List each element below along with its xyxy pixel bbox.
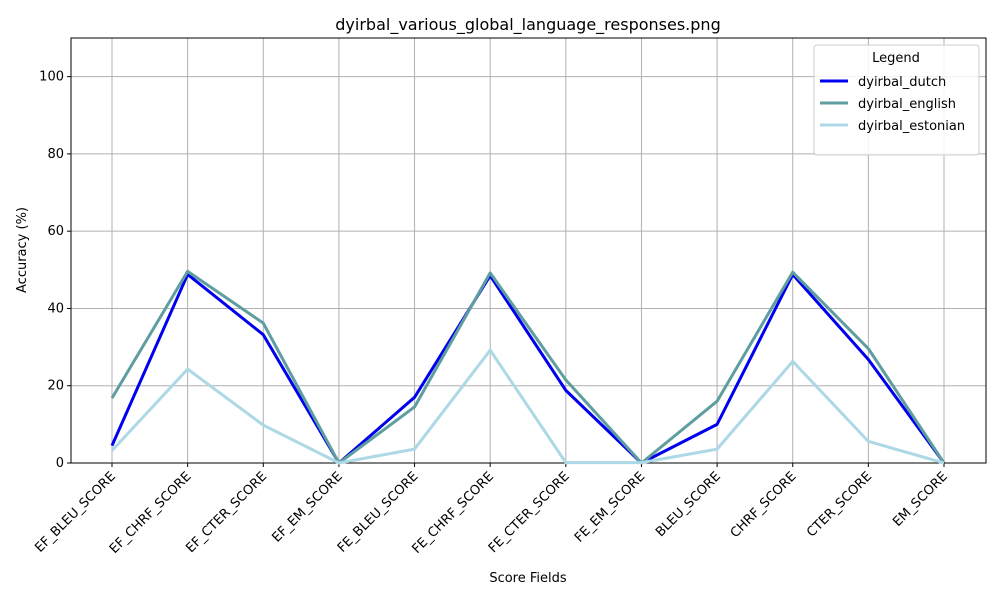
series-line-dyirbal_english bbox=[110, 269, 946, 465]
legend-label-dyirbal_estonian: dyirbal_estonian bbox=[858, 119, 965, 134]
plot-area bbox=[70, 37, 987, 464]
legend-label-dyirbal_english: dyirbal_english bbox=[858, 97, 956, 112]
series-line-dyirbal_dutch bbox=[110, 272, 946, 465]
y-tick-label: 40 bbox=[47, 301, 64, 316]
x-axis-label: Score Fields bbox=[489, 571, 567, 586]
y-axis: 0 20 40 60 80 100 bbox=[39, 70, 71, 471]
legend: Legend dyirbal_dutch dyirbal_englishdyirb… bbox=[813, 44, 980, 156]
y-tick-label: 60 bbox=[47, 224, 64, 239]
series-line-dyirbal_estonian bbox=[110, 348, 945, 465]
series-lines bbox=[110, 269, 946, 465]
y-tick-label: 80 bbox=[47, 147, 64, 162]
grid-lines bbox=[71, 38, 986, 464]
y-tick-label: 100 bbox=[39, 70, 64, 85]
y-tick-label: 0 bbox=[56, 456, 64, 471]
legend-title: Legend bbox=[872, 51, 920, 66]
chart-title: dyirbal_various_global_language_response… bbox=[335, 15, 720, 35]
legend-label-dyirbal_dutch: dyirbal_dutch bbox=[858, 75, 946, 90]
y-tick-label: 20 bbox=[47, 379, 64, 394]
y-axis-label: Accuracy (%) bbox=[15, 207, 30, 293]
legend-box bbox=[813, 44, 980, 156]
